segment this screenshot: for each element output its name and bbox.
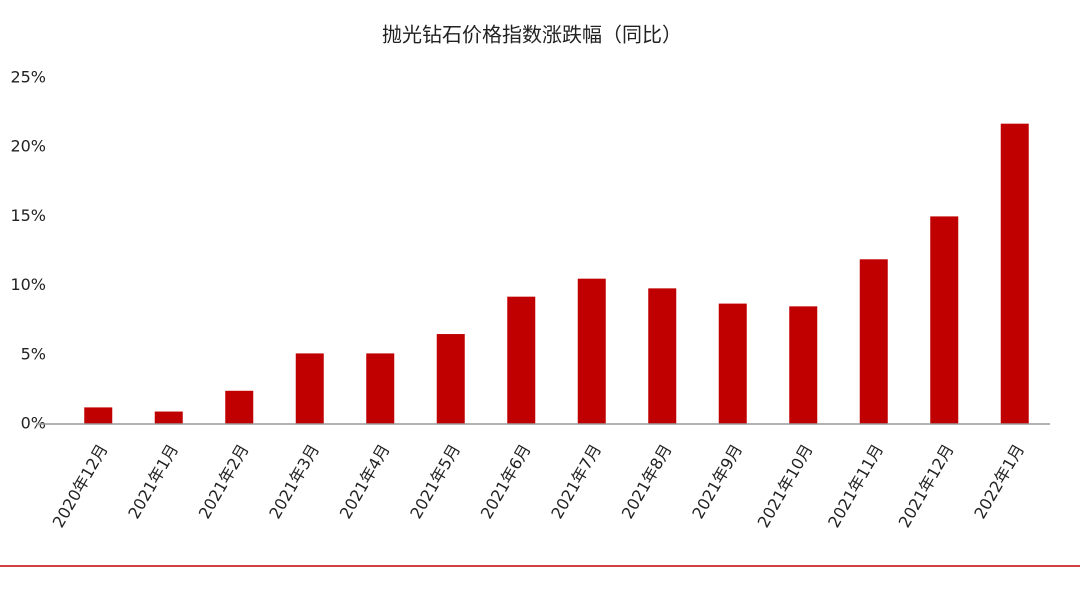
bar	[718, 303, 747, 424]
bar	[295, 353, 324, 424]
y-tick-label: 0%	[21, 414, 46, 433]
bar	[648, 288, 677, 424]
x-tick-label: 2021年2月	[195, 441, 253, 522]
y-tick-label: 5%	[21, 344, 46, 363]
x-tick-label: 2020年12月	[49, 441, 112, 531]
bar	[789, 306, 818, 424]
bar	[1000, 123, 1029, 424]
x-tick-label: 2021年7月	[547, 441, 605, 522]
y-tick-label: 10%	[10, 275, 46, 294]
x-tick-label: 2022年1月	[970, 441, 1028, 522]
bar	[507, 296, 536, 424]
y-tick-label: 20%	[10, 137, 46, 156]
chart-title: 抛光钻石价格指数涨跌幅（同比）	[382, 23, 682, 47]
bar	[930, 216, 959, 424]
y-tick-label: 15%	[10, 206, 46, 225]
x-tick-label: 2021年1月	[124, 441, 182, 522]
bar	[84, 407, 113, 424]
bar	[154, 411, 183, 424]
x-tick-label: 2021年4月	[336, 441, 394, 522]
x-tick-label: 2021年5月	[406, 441, 464, 522]
x-tick-label: 2021年10月	[754, 441, 817, 531]
x-tick-label: 2021年6月	[477, 441, 535, 522]
bar	[859, 259, 888, 424]
x-tick-label: 2021年8月	[618, 441, 676, 522]
bar	[225, 390, 254, 424]
bar	[577, 278, 606, 424]
y-tick-label: 25%	[10, 68, 46, 87]
x-tick-label: 2021年11月	[824, 441, 887, 531]
bar	[366, 353, 395, 424]
x-tick-label: 2021年12月	[895, 441, 958, 531]
x-tick-label: 2021年9月	[688, 441, 746, 522]
x-tick-label: 2021年3月	[265, 441, 323, 522]
bar	[436, 334, 465, 424]
